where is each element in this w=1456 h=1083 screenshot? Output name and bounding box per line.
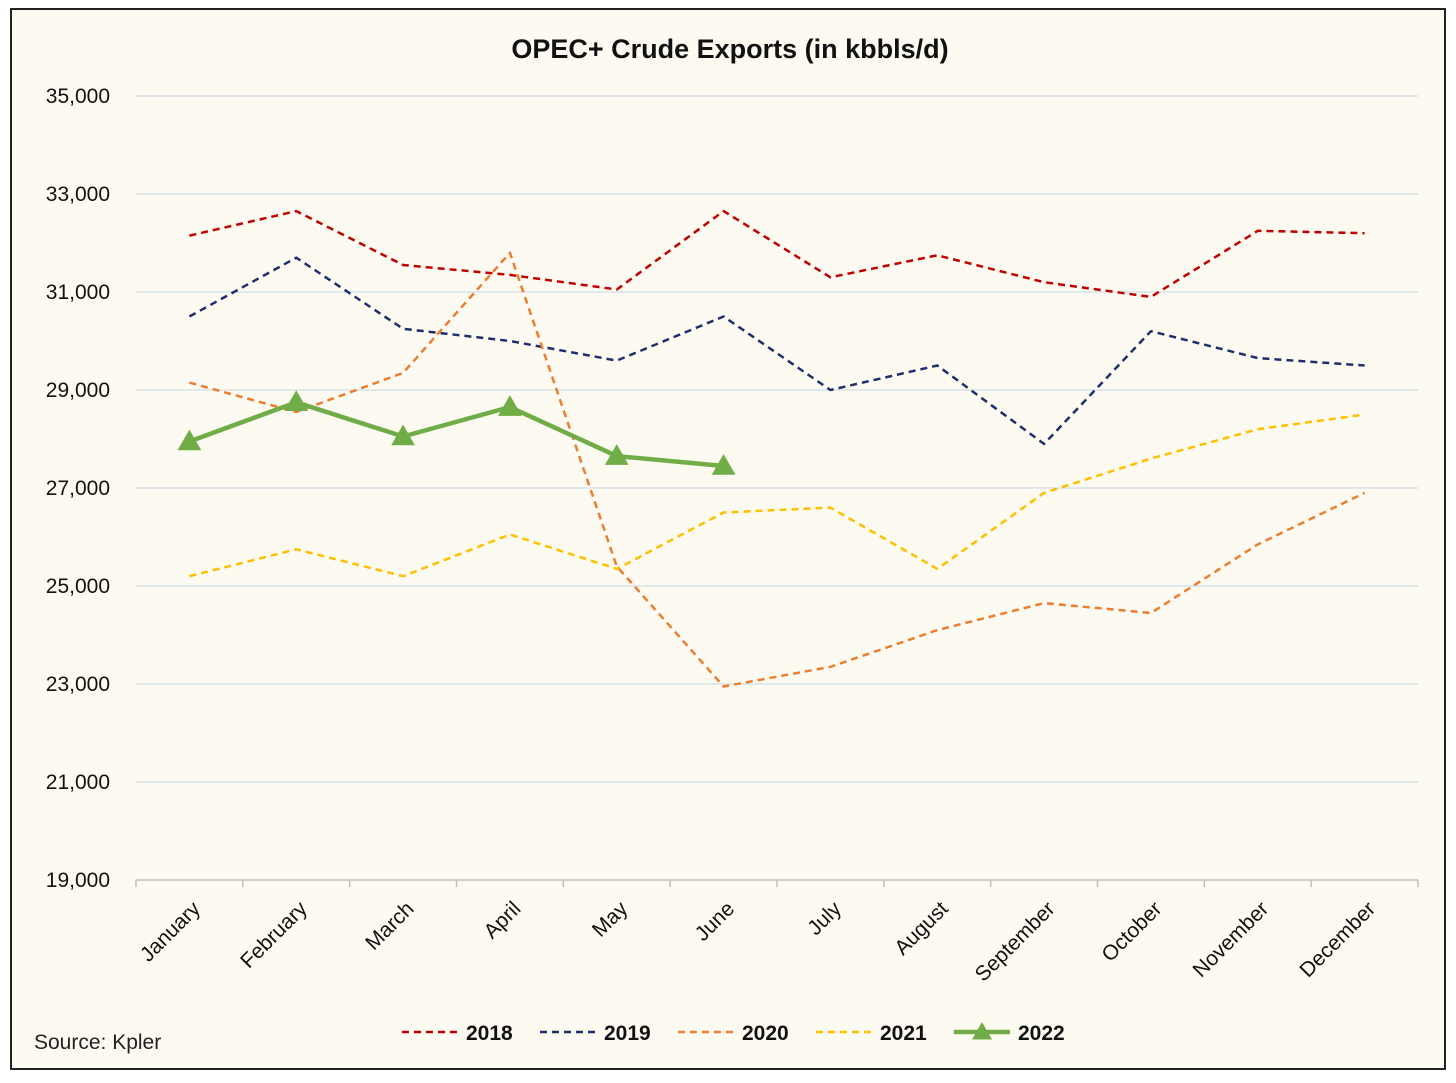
x-tick-label: December xyxy=(1295,897,1380,982)
y-tick-label: 27,000 xyxy=(46,477,110,500)
x-tick-label: September xyxy=(971,897,1060,986)
legend-label-2022: 2022 xyxy=(1018,1022,1065,1045)
legend-marker-2022 xyxy=(972,1022,992,1040)
y-tick-label: 25,000 xyxy=(46,575,110,598)
x-tick-label: July xyxy=(803,897,846,940)
source-note: Source: Kpler xyxy=(34,1031,161,1054)
series-line-2022 xyxy=(188,400,724,469)
y-tick-label: 29,000 xyxy=(46,379,110,402)
x-tick-label: June xyxy=(691,897,739,945)
x-tick-label: April xyxy=(479,897,525,943)
y-tick-label: 23,000 xyxy=(46,673,110,696)
legend: 2018 2019 2020 2021 2022 xyxy=(402,1022,1065,1045)
legend-label-2021: 2021 xyxy=(880,1022,927,1045)
series-marker-2022 xyxy=(604,444,629,465)
series-marker-2022 xyxy=(284,390,309,411)
series-marker-2022 xyxy=(711,453,736,475)
x-tick-label: August xyxy=(890,897,953,960)
legend-label-2020: 2020 xyxy=(742,1022,789,1045)
y-tick-label: 21,000 xyxy=(46,771,110,794)
series-group xyxy=(177,209,1366,688)
series-marker-2022 xyxy=(498,395,522,416)
x-tick-label: October xyxy=(1097,897,1166,966)
series-line-2019 xyxy=(188,256,1365,446)
y-tick-label: 35,000 xyxy=(46,85,110,108)
series-line-2018 xyxy=(189,209,1365,299)
x-tick-label: November xyxy=(1189,897,1274,982)
x-tick-label: January xyxy=(136,897,205,966)
series-marker-2022 xyxy=(177,429,202,451)
y-tick-label: 33,000 xyxy=(46,183,110,206)
legend-label-2018: 2018 xyxy=(466,1022,513,1045)
legend-label-2019: 2019 xyxy=(604,1022,651,1045)
x-tick-label: February xyxy=(236,897,312,973)
y-tick-label: 31,000 xyxy=(46,281,110,304)
series-line-2020 xyxy=(189,251,1366,688)
chart-title: OPEC+ Crude Exports (in kbbls/d) xyxy=(511,34,948,64)
line-chart: OPEC+ Crude Exports (in kbbls/d) 19,000 2… xyxy=(34,34,1419,1054)
x-tick-label: May xyxy=(588,897,633,942)
series-line-2021 xyxy=(189,413,1365,578)
y-tick-label: 19,000 xyxy=(46,869,110,892)
series-marker-2022 xyxy=(391,424,415,446)
x-tick-label: March xyxy=(361,897,419,955)
chart-frame: OPEC+ Crude Exports (in kbbls/d) 19,000 2… xyxy=(10,8,1446,1070)
